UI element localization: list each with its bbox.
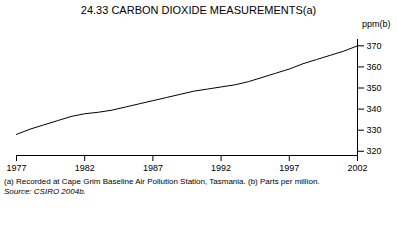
html-text:24.33 CARBON DIOXIDE MEASUREME: 24.33 CARBON DIOXIDE MEASUREMENTS(a) bbox=[80, 4, 317, 16]
html-text:(a) Recorded at Cape Grim Base: (a) Recorded at Cape Grim Baseline Air P… bbox=[4, 177, 320, 186]
svg-text:2002: 2002 bbox=[347, 163, 367, 173]
svg-text:1992: 1992 bbox=[211, 163, 231, 173]
svg-text:360: 360 bbox=[367, 62, 382, 72]
svg-text:340: 340 bbox=[367, 104, 382, 114]
svg-text:320: 320 bbox=[367, 146, 382, 156]
svg-text:ppm(b): ppm(b) bbox=[362, 19, 391, 29]
svg-text:330: 330 bbox=[367, 125, 382, 135]
svg-text:1982: 1982 bbox=[75, 163, 95, 173]
svg-text:1987: 1987 bbox=[143, 163, 163, 173]
html-text:Source: CSIRO 2004b.: Source: CSIRO 2004b. bbox=[4, 187, 86, 196]
svg-text:370: 370 bbox=[367, 41, 382, 51]
svg-text:350: 350 bbox=[367, 83, 382, 93]
svg-text:1997: 1997 bbox=[279, 163, 299, 173]
svg-text:1977: 1977 bbox=[6, 163, 26, 173]
